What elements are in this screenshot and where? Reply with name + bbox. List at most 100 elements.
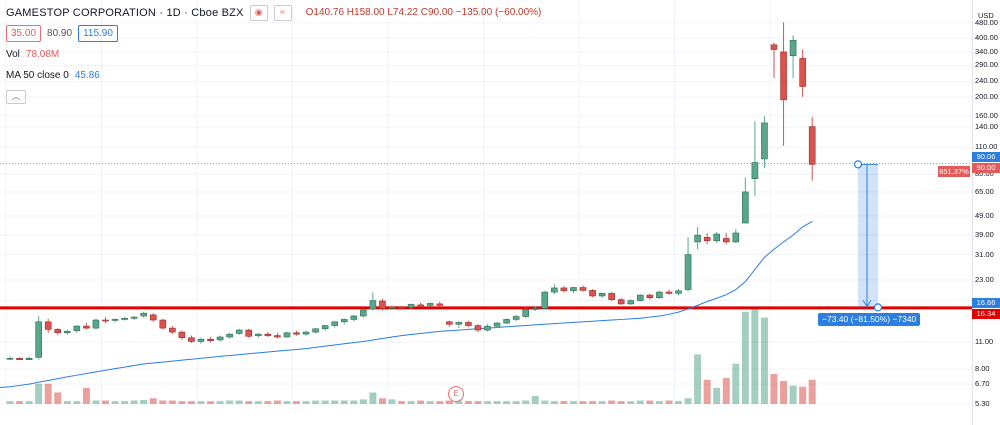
volume-bar	[6, 401, 14, 404]
chart-legend: GAMESTOP CORPORATION · 1D · Cboe BZX ◉ ≈…	[6, 4, 541, 109]
volume-bar	[512, 401, 520, 404]
candle-body	[350, 315, 358, 320]
volume-bar	[293, 401, 300, 404]
buy-button[interactable]: 115.90	[78, 25, 118, 42]
volume-bar	[73, 401, 81, 404]
candle-body	[541, 291, 549, 309]
candle-body	[149, 314, 157, 321]
candle-body	[665, 291, 673, 294]
candle-body	[331, 321, 339, 326]
volume-bar	[331, 400, 339, 404]
volume-bar	[35, 383, 43, 404]
candle-body	[25, 357, 33, 360]
volume-bar	[665, 400, 673, 404]
price-tick: 340.00	[975, 46, 998, 56]
volume-bar	[63, 401, 71, 404]
candle-body	[703, 237, 711, 242]
price-axis[interactable]	[972, 0, 1000, 425]
volume-bar	[760, 317, 768, 404]
candle-body	[264, 333, 272, 336]
volume-bar	[25, 401, 33, 404]
candle-body	[455, 322, 463, 325]
volume-bar	[340, 400, 348, 404]
candle-body	[130, 316, 138, 319]
volume-bar	[44, 383, 52, 404]
volume-bar	[474, 401, 482, 404]
candle-body	[302, 331, 310, 335]
volume-bar	[627, 401, 635, 404]
candle-body	[16, 357, 23, 360]
volume-bar	[321, 400, 329, 404]
volume-bar	[780, 380, 788, 404]
measure-tool[interactable]	[853, 160, 883, 312]
volume-bar	[703, 379, 711, 404]
candle-body	[255, 333, 262, 336]
measure-area	[858, 164, 878, 308]
volume-bar	[92, 400, 100, 404]
candle-body	[608, 293, 615, 300]
sell-button[interactable]: 35.00	[6, 25, 42, 42]
volume-bars	[6, 307, 816, 404]
candle-body	[121, 317, 128, 320]
volume-value: 78.08M	[25, 49, 60, 60]
volume-label[interactable]: Vol	[6, 49, 20, 60]
volume-bar	[722, 378, 730, 404]
candle-body	[684, 254, 692, 290]
candle-body	[694, 234, 701, 243]
volume-bar	[646, 400, 654, 404]
candle-body	[598, 293, 606, 297]
price-tick: 480.00	[975, 17, 998, 27]
candle-body	[589, 290, 596, 297]
candle-body	[6, 357, 14, 360]
candle-body	[73, 325, 81, 332]
candle-body	[808, 126, 816, 165]
candle-body	[656, 291, 663, 299]
volume-bar	[541, 400, 549, 404]
candle-body	[312, 328, 319, 333]
visibility-eye-icon[interactable]: ◉	[249, 4, 268, 21]
candle-body	[188, 337, 195, 342]
candle-body	[732, 232, 740, 243]
volume-bar	[426, 401, 434, 404]
measure-arrow-head	[862, 300, 872, 308]
volume-bar	[388, 399, 396, 404]
candle-body	[159, 319, 167, 329]
ma-label[interactable]: MA 50 close 0	[6, 70, 69, 81]
price-tick: 200.00	[975, 91, 998, 101]
candle-body	[340, 319, 348, 323]
candle-body	[140, 312, 147, 317]
candle-body	[83, 325, 90, 329]
candle-body	[245, 329, 253, 337]
earnings-marker-icon[interactable]: E	[448, 386, 464, 402]
volume-bar	[378, 398, 386, 404]
settings-icon[interactable]: ≈	[273, 4, 292, 21]
volume-bar	[226, 400, 234, 404]
volume-bar	[550, 401, 558, 404]
candle-body	[178, 331, 186, 339]
symbol-title[interactable]: GAMESTOP CORPORATION · 1D · Cboe BZX	[6, 6, 244, 19]
candle-body	[35, 321, 42, 358]
volume-bar	[522, 400, 530, 404]
volume-bar	[178, 401, 186, 404]
volume-bar	[283, 401, 291, 404]
collapse-legend-button[interactable]: ︿	[6, 89, 26, 104]
volume-bar	[531, 395, 539, 404]
percent-change-label: 851.37%	[938, 166, 970, 177]
volume-bar	[82, 387, 90, 404]
candle-body	[407, 304, 415, 308]
price-tick: 80.00	[975, 169, 994, 179]
volume-bar	[636, 400, 644, 404]
candle-body	[799, 58, 806, 87]
measure-handle-end	[873, 303, 883, 312]
volume-bar	[684, 398, 692, 404]
price-tick: 65.00	[975, 186, 994, 196]
volume-bar	[111, 401, 119, 404]
chart-grid	[0, 0, 972, 405]
candle-body	[636, 294, 644, 301]
candle-body	[646, 294, 654, 299]
volume-bar	[608, 400, 616, 404]
volume-bar	[694, 354, 702, 404]
candle-body	[426, 303, 434, 306]
price-tick: 140.00	[975, 122, 998, 131]
